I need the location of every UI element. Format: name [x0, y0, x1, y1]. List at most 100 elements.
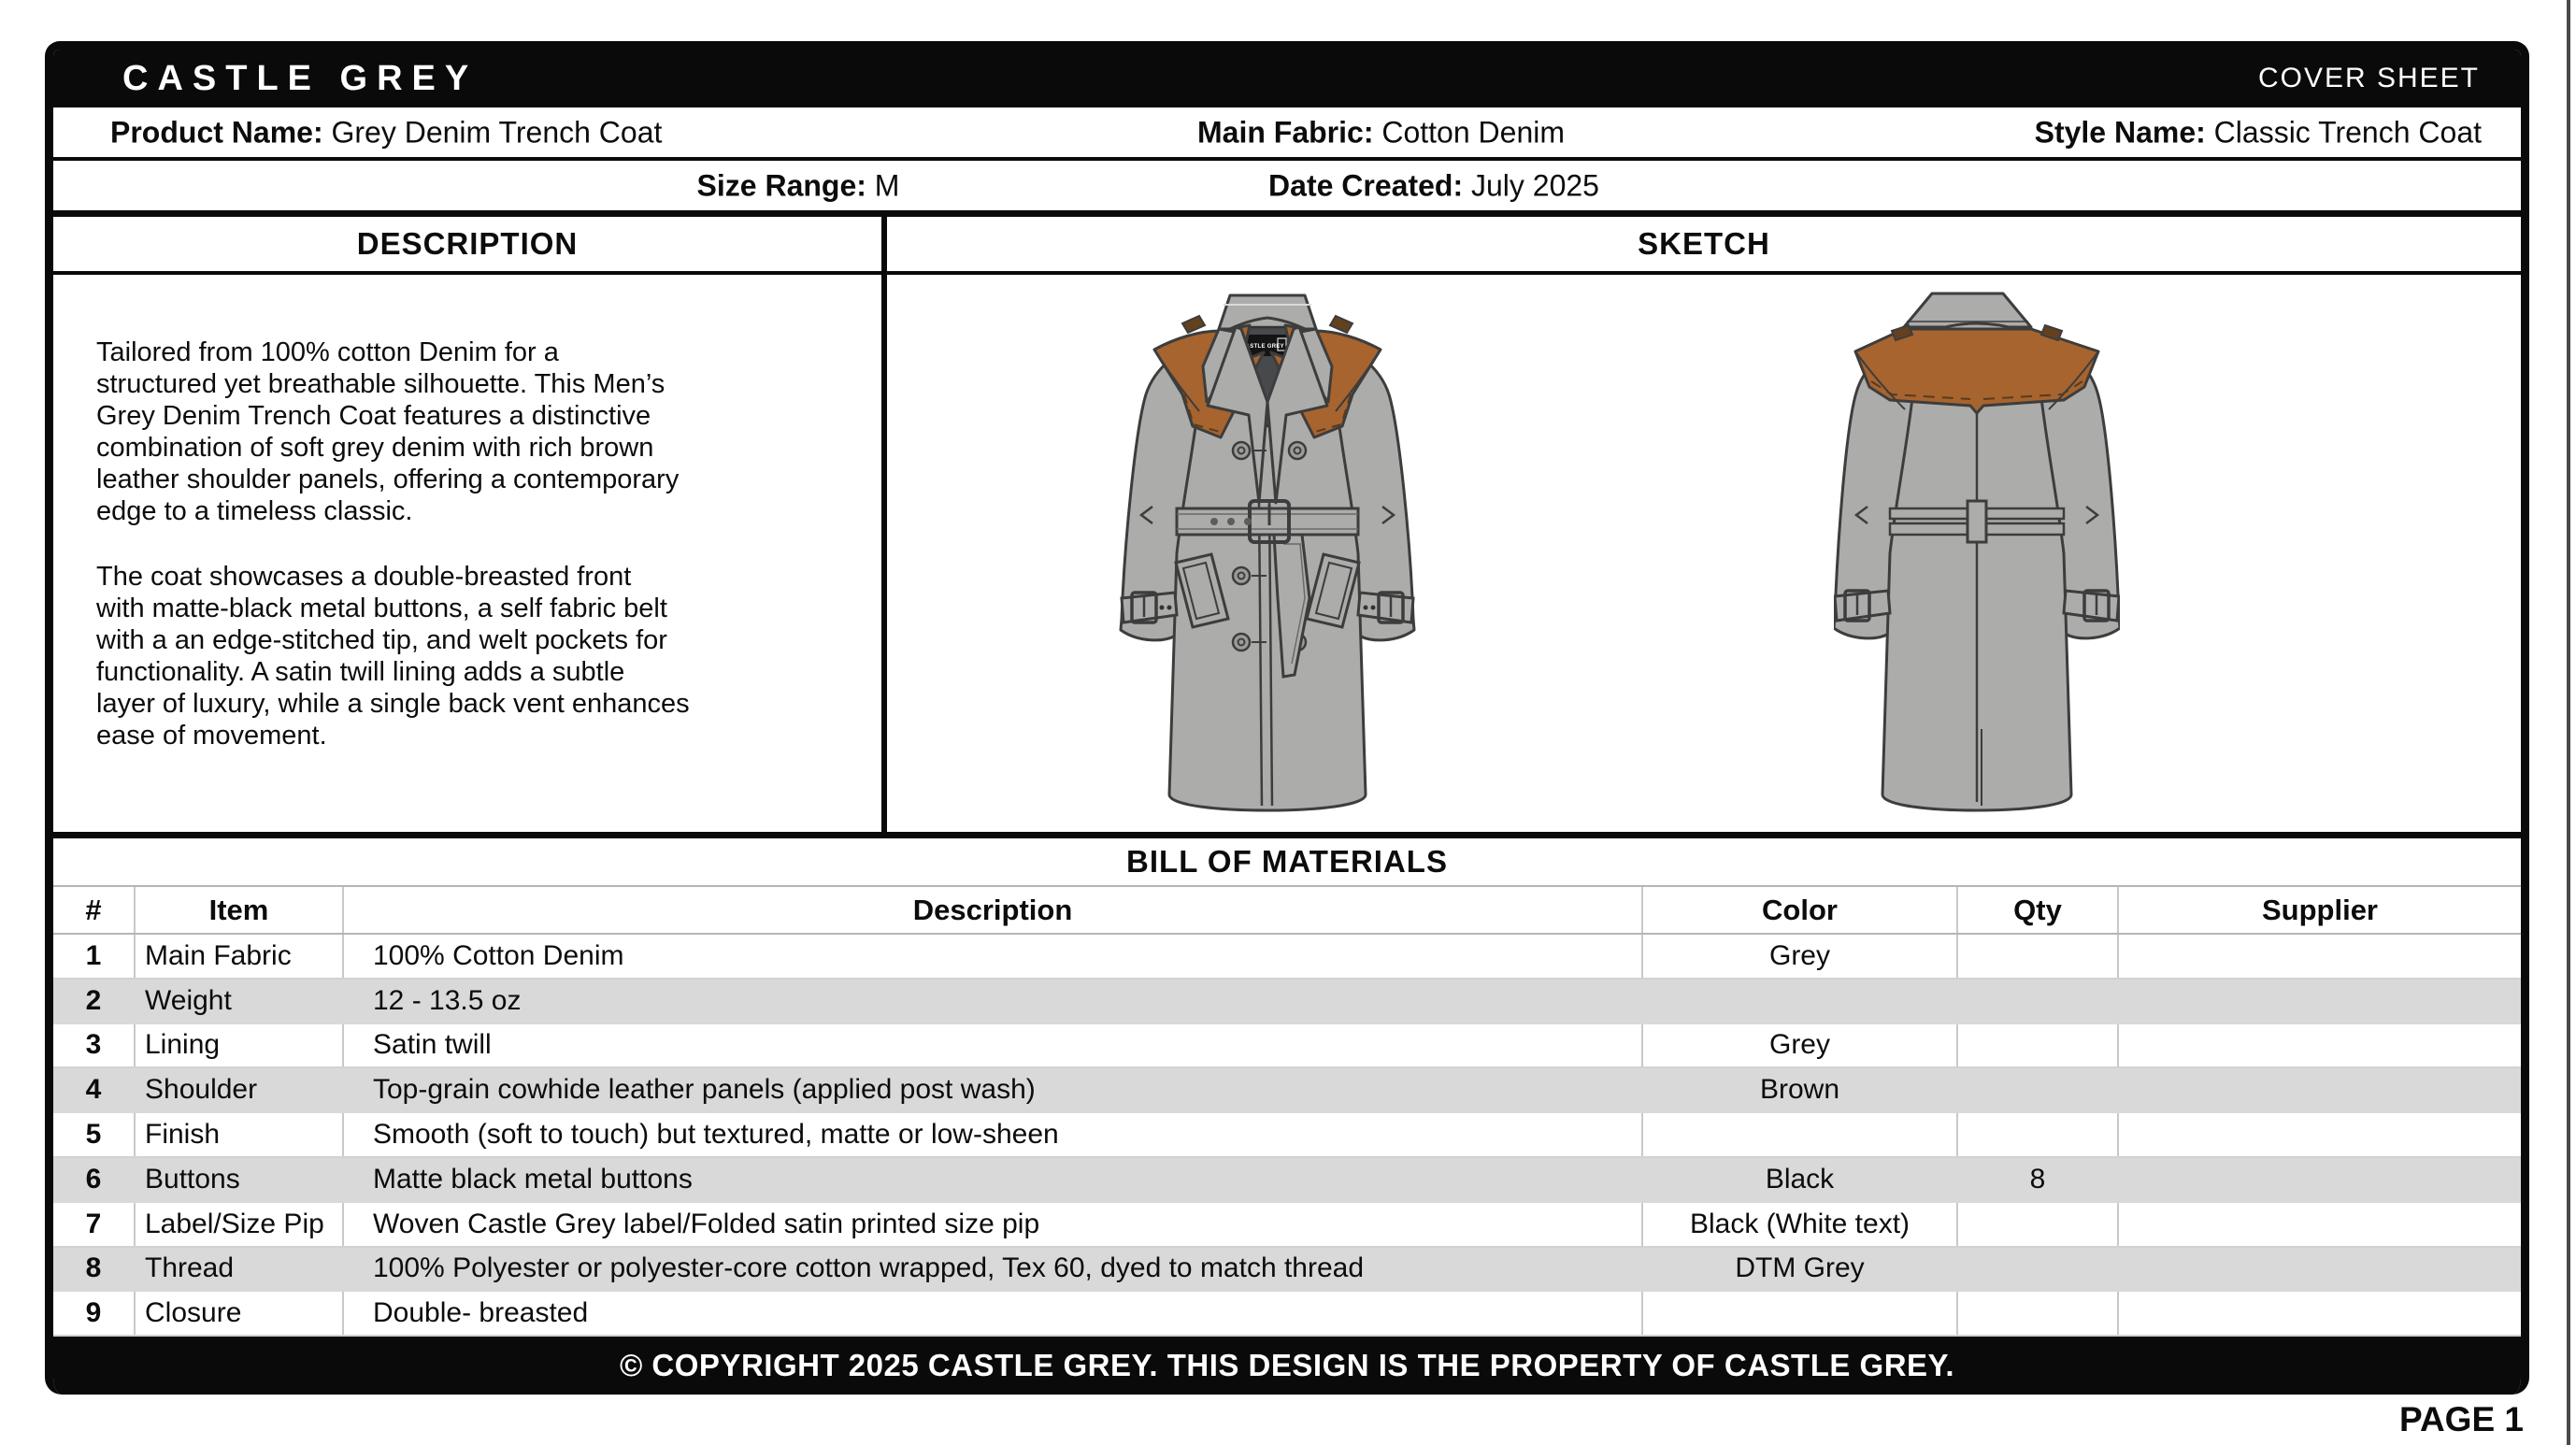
supplier-cell	[2119, 980, 2521, 1023]
table-row: 2 Weight 12 - 13.5 oz	[53, 979, 2521, 1024]
main-fabric-field: Main Fabric: Cotton Denim	[1197, 115, 1565, 150]
page-number: PAGE 1	[2399, 1400, 2524, 1438]
style-name-field: Style Name: Classic Trench Coat	[2035, 115, 2482, 150]
supplier-cell	[2119, 1024, 2521, 1067]
back-leather-yoke	[1853, 327, 2100, 415]
product-name-value: Grey Denim Trench Coat	[331, 115, 663, 149]
main-fabric-value: Cotton Denim	[1381, 115, 1565, 149]
cover-sheet: CASTLE GREY COVER SHEET Product Name: Gr…	[45, 41, 2529, 1395]
qty-cell: 8	[2029, 1163, 2046, 1195]
front-belt	[1175, 507, 1360, 537]
item-cell: Finish	[136, 1113, 344, 1156]
item-cell: Shoulder	[145, 1074, 258, 1106]
description-cell: Smooth (soft to touch) but textured, mat…	[344, 1113, 1643, 1156]
item-cell: Weight	[145, 984, 232, 1016]
front-cuff-straps	[1120, 591, 1415, 624]
description-cell: 100% Cotton Denim	[344, 935, 1643, 978]
description-cell: Top-grain cowhide leather panels (applie…	[373, 1074, 1036, 1106]
qty-cell	[1958, 1292, 2119, 1336]
description-body: Tailored from 100% cotton Denim for a st…	[53, 275, 881, 785]
copyright-text: © COPYRIGHT 2025 CASTLE GREY. THIS DESIG…	[619, 1348, 1955, 1383]
description-header: DESCRIPTION	[53, 217, 881, 275]
date-created-value: July 2025	[1470, 168, 1599, 202]
row-number-cell: 2	[85, 984, 102, 1016]
style-name-label: Style Name:	[2034, 115, 2206, 149]
bom-col-item: Item	[136, 887, 344, 933]
description-cell: 12 - 13.5 oz	[373, 984, 522, 1016]
table-row: 7 Label/Size Pip Woven Castle Grey label…	[53, 1202, 2521, 1248]
footer-bar: © COPYRIGHT 2025 CASTLE GREY. THIS DESIG…	[53, 1337, 2521, 1395]
table-row: 9 Closure Double- breasted	[53, 1292, 2521, 1338]
front-belt-tip	[1272, 533, 1311, 679]
main-section: DESCRIPTION Tailored from 100% cotton De…	[53, 217, 2521, 838]
bom-rows: 1 Main Fabric 100% Cotton Denim Grey 2 W…	[53, 935, 2521, 1338]
supplier-cell	[2119, 1068, 2521, 1111]
description-cell: 100% Polyester or polyester-core cotton …	[373, 1252, 1365, 1284]
row-number-cell: 7	[53, 1202, 136, 1246]
back-belt	[1888, 499, 2066, 544]
brand-name: CASTLE GREY	[122, 58, 479, 98]
bom-col-qty: Qty	[1958, 887, 2119, 933]
table-row: 5 Finish Smooth (soft to touch) but text…	[53, 1113, 2521, 1158]
sketch-header: SKETCH	[887, 217, 2521, 275]
color-cell: Black (White text)	[1643, 1202, 1958, 1246]
description-panel: DESCRIPTION Tailored from 100% cotton De…	[53, 217, 887, 832]
color-cell: Grey	[1643, 935, 1958, 978]
product-info-row: Product Name: Grey Denim Trench Coat Mai…	[53, 107, 2521, 161]
supplier-cell	[2119, 1158, 2521, 1201]
color-cell: DTM Grey	[1735, 1252, 1865, 1284]
color-cell: Brown	[1759, 1074, 1840, 1106]
supplier-cell	[2119, 1203, 2521, 1246]
supplier-cell	[2119, 935, 2521, 978]
qty-cell	[1958, 980, 2119, 1023]
size-range-value: M	[874, 168, 900, 202]
date-created-field: Date Created: July 2025	[1268, 168, 1599, 203]
item-cell: Label/Size Pip	[136, 1202, 344, 1246]
size-date-row: Size Range: M Date Created: July 2025	[53, 161, 2521, 217]
row-number-cell: 6	[85, 1163, 102, 1195]
qty-cell	[1958, 1248, 2119, 1291]
description-cell: Satin twill	[344, 1023, 1643, 1067]
front-right-shoulder-tab	[1328, 314, 1354, 335]
table-row: 3 Lining Satin twill Grey	[53, 1023, 2521, 1069]
trench-coat-back-sketch	[1834, 292, 2120, 812]
back-right-shoulder-tab	[2039, 323, 2064, 342]
sketch-body: CASTLE GREY	[887, 275, 2521, 832]
item-cell: Thread	[145, 1252, 235, 1284]
bom-col-num: #	[53, 887, 136, 933]
bom-title: BILL OF MATERIALS	[53, 838, 2521, 887]
size-range-field: Size Range: M	[697, 168, 900, 203]
row-number-cell: 9	[53, 1292, 136, 1336]
page-edge-line	[2567, 0, 2570, 1445]
color-cell	[1643, 980, 1958, 1023]
qty-cell	[1958, 935, 2119, 978]
sketch-panel: SKETCH CASTLE GREY	[887, 217, 2521, 832]
qty-cell	[1958, 1023, 2119, 1067]
description-paragraph: Tailored from 100% cotton Denim for a st…	[96, 337, 680, 526]
row-number-cell: 4	[85, 1074, 102, 1106]
sheet-type-label: COVER SHEET	[2257, 63, 2480, 93]
description-paragraph: The coat showcases a double-breasted fro…	[96, 562, 690, 751]
table-row: 4 Shoulder Top-grain cowhide leather pan…	[53, 1068, 2521, 1114]
front-welt-pockets	[1174, 552, 1361, 629]
description-cell: Matte black metal buttons	[373, 1163, 693, 1195]
supplier-cell	[2119, 1292, 2521, 1335]
item-cell: Lining	[136, 1023, 344, 1067]
qty-cell	[1958, 1113, 2119, 1156]
title-bar: CASTLE GREY COVER SHEET	[53, 50, 2521, 107]
color-cell	[1643, 1292, 1958, 1336]
front-left-shoulder-tab	[1181, 314, 1207, 335]
back-left-shoulder-tab	[1890, 323, 1914, 342]
bom-col-supplier: Supplier	[2261, 893, 2378, 926]
style-name-value: Classic Trench Coat	[2213, 115, 2482, 149]
size-range-label: Size Range:	[696, 168, 866, 202]
back-collar	[1902, 292, 2033, 329]
description-cell: Woven Castle Grey label/Folded satin pri…	[344, 1202, 1643, 1246]
bom-col-description: Description	[344, 887, 1643, 933]
supplier-cell	[2119, 1113, 2521, 1156]
color-cell: Black	[1765, 1163, 1835, 1195]
color-cell	[1643, 1113, 1958, 1156]
bom-header-row: # Item Description Color Qty Supplier	[53, 887, 2521, 935]
main-fabric-label: Main Fabric:	[1197, 115, 1374, 149]
